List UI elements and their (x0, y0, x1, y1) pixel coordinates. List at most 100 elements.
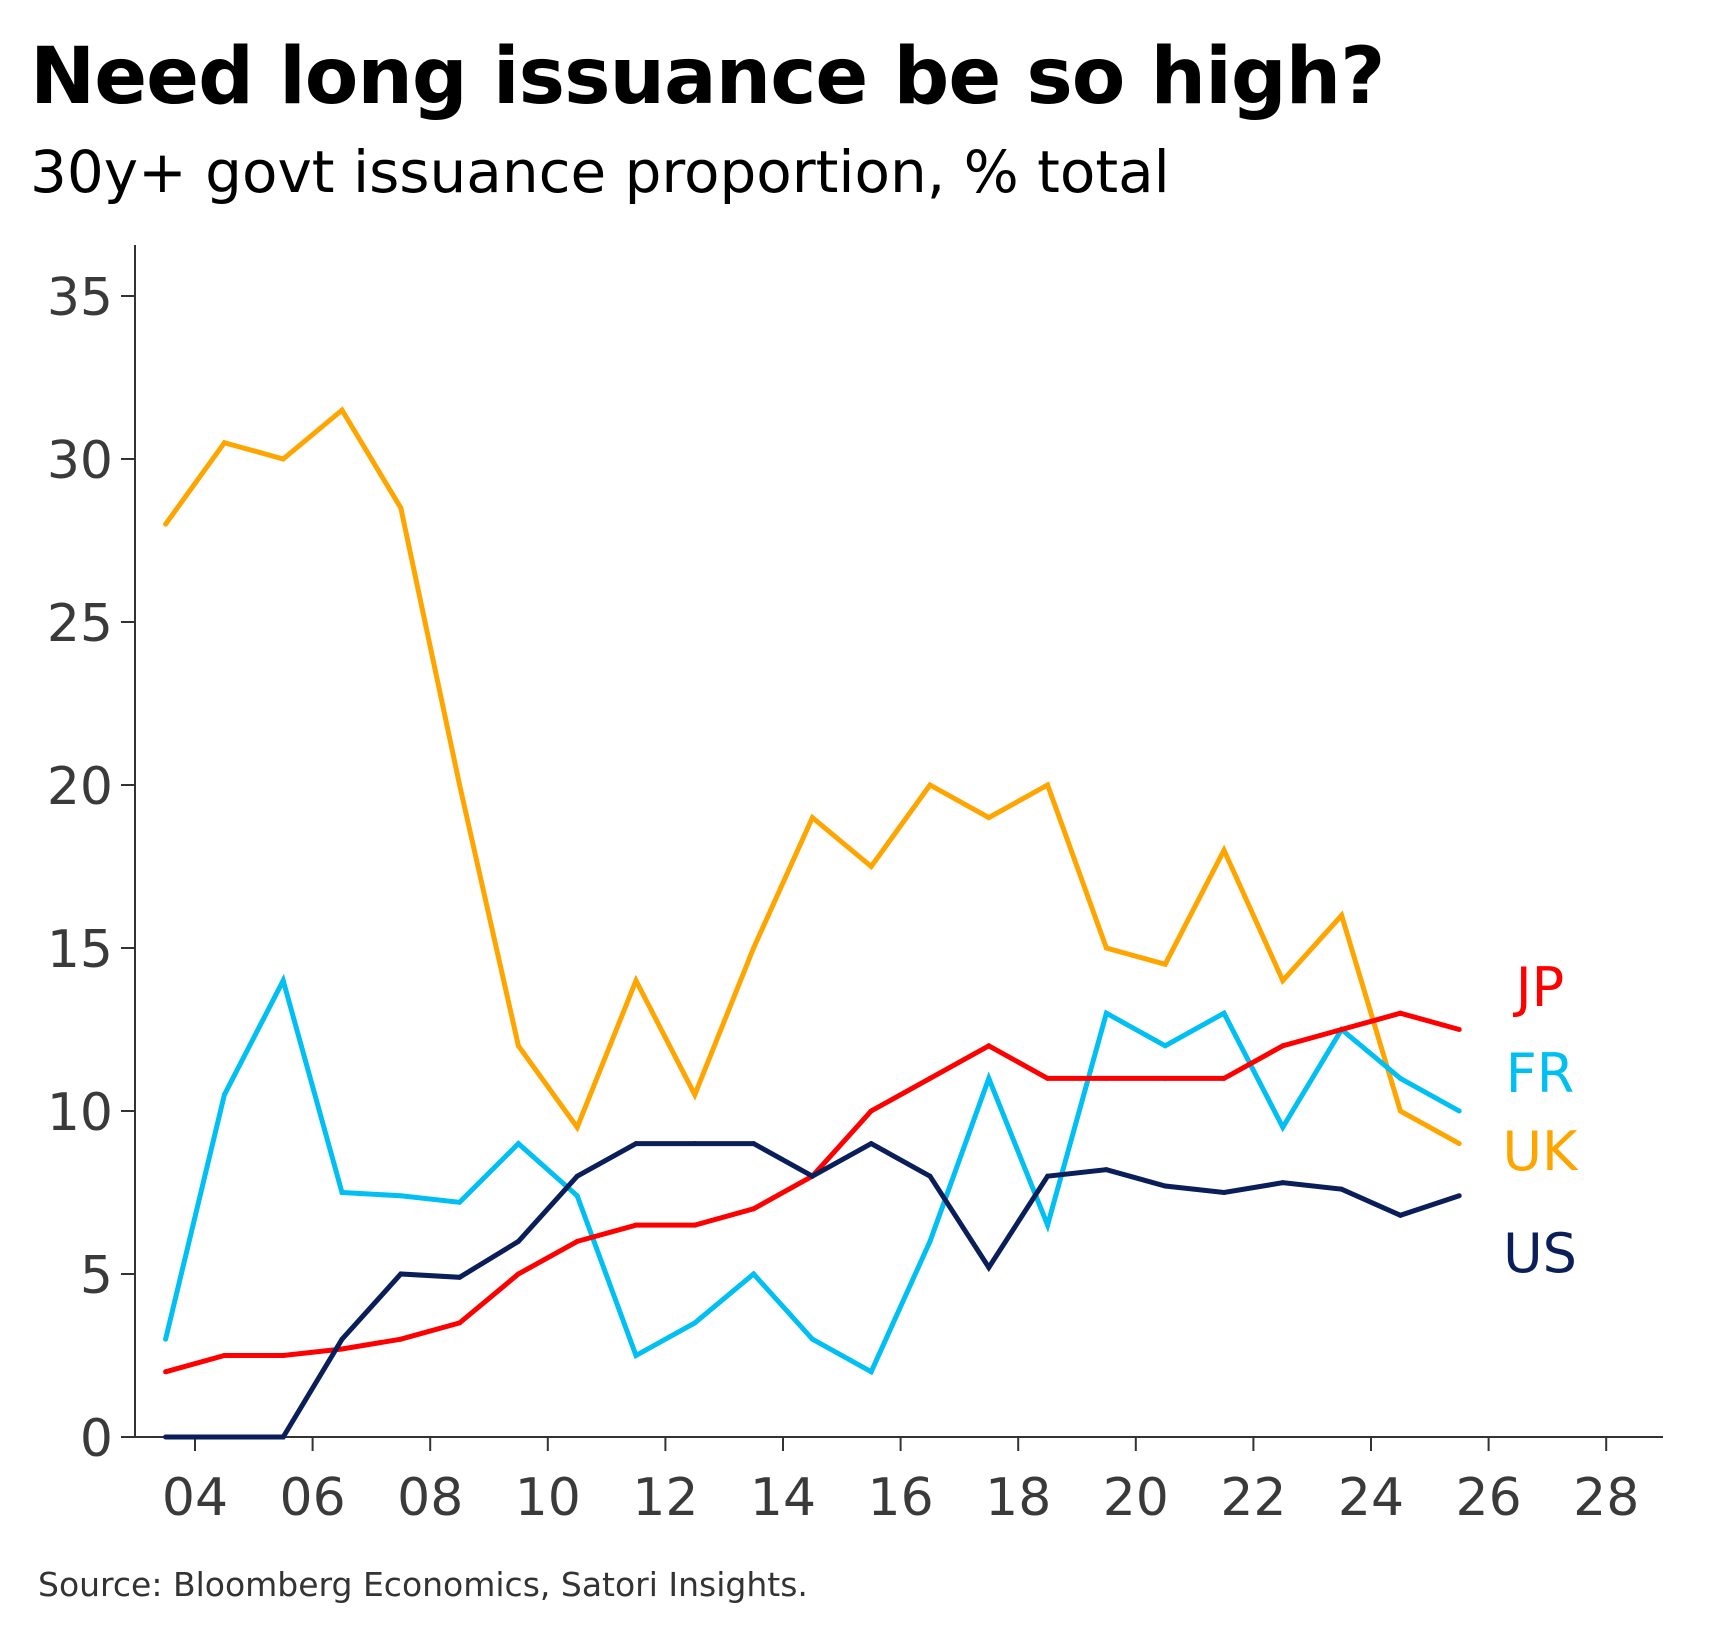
data-point-jp (1456, 1027, 1462, 1032)
x-tick-label: 04 (162, 1468, 228, 1528)
data-point-uk (986, 815, 992, 821)
data-point-fr (868, 1369, 874, 1375)
data-point-uk (1221, 847, 1227, 853)
data-point-uk (221, 440, 227, 446)
chart-title: Need long issuance be so high? (30, 32, 1385, 122)
data-point-uk (457, 782, 463, 788)
data-point-jp (986, 1043, 992, 1049)
data-point-fr (1280, 1124, 1286, 1130)
data-point-us (339, 1336, 345, 1342)
axis-ticks: 0 5 10 15 20 25 30 35 04 06 08 10 12 14 16 18 20 22 24 26 28 (47, 268, 1639, 1528)
data-point-us (1397, 1212, 1403, 1218)
x-tick-label: 28 (1573, 1468, 1639, 1528)
data-point-fr (751, 1271, 757, 1277)
series-label-fr: FR (1506, 1042, 1575, 1105)
x-tick-label: 18 (985, 1468, 1051, 1528)
x-tick-label: 08 (397, 1468, 463, 1528)
series-labels: UK FR JP US (1503, 956, 1580, 1285)
data-point-uk (339, 407, 345, 413)
data-point-us (1103, 1167, 1109, 1173)
data-point-fr (574, 1193, 580, 1199)
y-tick-label: 30 (47, 431, 113, 491)
series-label-jp: JP (1513, 956, 1565, 1019)
y-tick-label: 5 (80, 1246, 113, 1306)
data-point-fr (927, 1238, 933, 1244)
data-point-uk (1162, 961, 1168, 967)
x-tick-label: 14 (750, 1468, 816, 1528)
data-point-fr (1221, 1010, 1227, 1016)
data-point-jp (457, 1320, 463, 1326)
data-point-us (221, 1434, 227, 1440)
data-point-jp (280, 1353, 286, 1358)
data-point-jp (633, 1222, 639, 1228)
data-point-fr (398, 1193, 404, 1199)
data-point-fr (633, 1353, 639, 1358)
data-point-uk (633, 978, 639, 984)
data-point-us (986, 1264, 992, 1270)
y-tick-label: 15 (47, 920, 113, 980)
x-tick-label: 20 (1103, 1468, 1169, 1528)
data-point-uk (515, 1043, 521, 1049)
data-point-uk (280, 456, 286, 462)
data-point-jp (1103, 1075, 1109, 1081)
data-point-us (692, 1141, 698, 1147)
data-point-uk (1103, 945, 1109, 951)
data-point-us (927, 1173, 933, 1179)
data-point-jp (398, 1336, 404, 1342)
data-point-uk (692, 1092, 698, 1098)
data-point-jp (927, 1075, 933, 1081)
data-point-us (457, 1274, 463, 1280)
data-point-fr (1397, 1075, 1403, 1081)
data-point-us (809, 1173, 815, 1179)
series-label-us: US (1503, 1222, 1577, 1285)
data-point-jp (1397, 1010, 1403, 1016)
data-point-uk (809, 815, 815, 821)
data-point-us (1221, 1190, 1227, 1195)
data-point-jp (339, 1346, 345, 1352)
chart-subtitle: 30y+ govt issuance proportion, % total (30, 138, 1170, 206)
data-point-us (163, 1434, 169, 1440)
data-point-jp (515, 1271, 521, 1277)
data-point-us (1339, 1186, 1345, 1192)
data-point-jp (1339, 1027, 1345, 1032)
data-point-fr (1162, 1043, 1168, 1049)
data-point-fr (515, 1141, 521, 1147)
data-point-uk (1045, 782, 1051, 788)
data-point-fr (280, 978, 286, 984)
data-point-us (398, 1271, 404, 1277)
data-point-us (515, 1238, 521, 1244)
data-point-us (1162, 1183, 1168, 1189)
data-point-jp (692, 1222, 698, 1228)
data-point-fr (163, 1336, 169, 1342)
y-tick-label: 0 (80, 1409, 113, 1469)
x-tick-label: 16 (868, 1468, 934, 1528)
x-tick-label: 10 (515, 1468, 581, 1528)
data-point-uk (1456, 1141, 1462, 1147)
data-point-fr (1103, 1010, 1109, 1016)
data-point-us (633, 1141, 639, 1147)
data-point-jp (751, 1206, 757, 1212)
data-point-us (280, 1434, 286, 1440)
data-point-jp (868, 1108, 874, 1114)
data-point-uk (398, 505, 404, 511)
data-point-fr (339, 1190, 345, 1195)
data-point-uk (1397, 1108, 1403, 1114)
series-label-uk: UK (1503, 1120, 1580, 1183)
data-point-us (751, 1141, 757, 1147)
data-point-us (868, 1141, 874, 1147)
axes (134, 245, 1663, 1438)
data-point-uk (868, 864, 874, 869)
x-tick-label: 22 (1220, 1468, 1286, 1528)
data-point-jp (221, 1353, 227, 1358)
data-point-jp (1162, 1075, 1168, 1081)
series-line-uk (163, 406, 1461, 1146)
data-point-us (1456, 1193, 1462, 1199)
data-point-us (574, 1173, 580, 1179)
data-point-uk (1339, 912, 1345, 918)
series-line-us (165, 1140, 1460, 1440)
y-tick-label: 10 (47, 1083, 113, 1143)
x-tick-label: 12 (632, 1468, 698, 1528)
data-point-jp (1221, 1075, 1227, 1081)
data-point-jp (1280, 1043, 1286, 1049)
